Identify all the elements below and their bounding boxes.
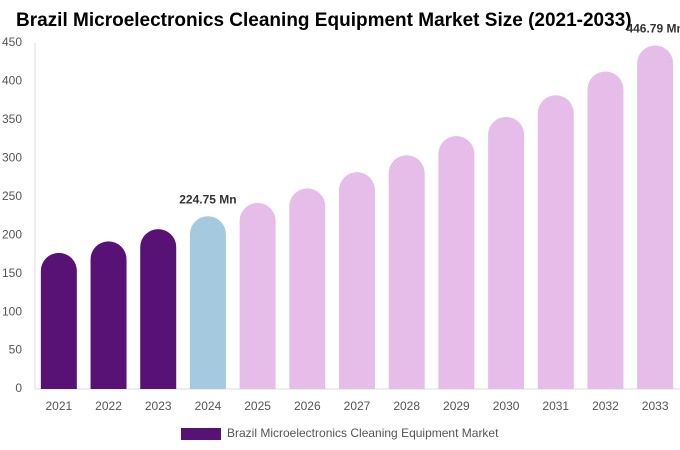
bar <box>388 155 425 389</box>
y-tick-label: 450 <box>2 35 22 49</box>
bar <box>40 252 77 389</box>
y-tick-label: 250 <box>2 189 22 203</box>
x-tick-label: 2025 <box>244 399 271 413</box>
x-tick-label: 2032 <box>592 399 619 413</box>
bar <box>239 202 276 389</box>
y-tick-label: 200 <box>2 227 22 241</box>
bar <box>637 45 674 389</box>
y-tick-label: 50 <box>9 343 23 357</box>
bar <box>488 116 525 390</box>
legend-swatch <box>181 428 221 440</box>
x-tick-label: 2022 <box>95 399 122 413</box>
bar <box>189 216 226 389</box>
x-tick-label: 2027 <box>344 399 371 413</box>
bar <box>537 95 574 389</box>
x-tick-label: 2033 <box>642 399 669 413</box>
bar <box>587 71 624 390</box>
bar <box>438 136 475 389</box>
y-tick-label: 100 <box>2 304 22 318</box>
y-tick-label: 0 <box>15 381 22 395</box>
x-tick-label: 2026 <box>294 399 321 413</box>
y-tick-label: 150 <box>2 266 22 280</box>
chart-title: Brazil Microelectronics Cleaning Equipme… <box>16 10 632 31</box>
bar <box>140 229 177 389</box>
x-tick-label: 2021 <box>45 399 72 413</box>
bar <box>90 241 127 389</box>
x-tick-label: 2024 <box>195 399 222 413</box>
y-tick-label: 400 <box>2 74 22 88</box>
x-tick-label: 2029 <box>443 399 470 413</box>
data-label: 224.75 Mn <box>179 192 236 206</box>
legend-label: Brazil Microelectronics Cleaning Equipme… <box>227 426 499 440</box>
y-tick-label: 350 <box>2 112 22 126</box>
bar <box>289 188 326 389</box>
bar <box>339 172 375 389</box>
x-tick-label: 2031 <box>542 399 569 413</box>
y-tick-label: 300 <box>2 151 22 165</box>
data-label: 446.79 Mn <box>626 22 680 36</box>
x-tick-label: 2028 <box>393 399 420 413</box>
x-tick-label: 2023 <box>145 399 172 413</box>
x-tick-label: 2030 <box>493 399 520 413</box>
